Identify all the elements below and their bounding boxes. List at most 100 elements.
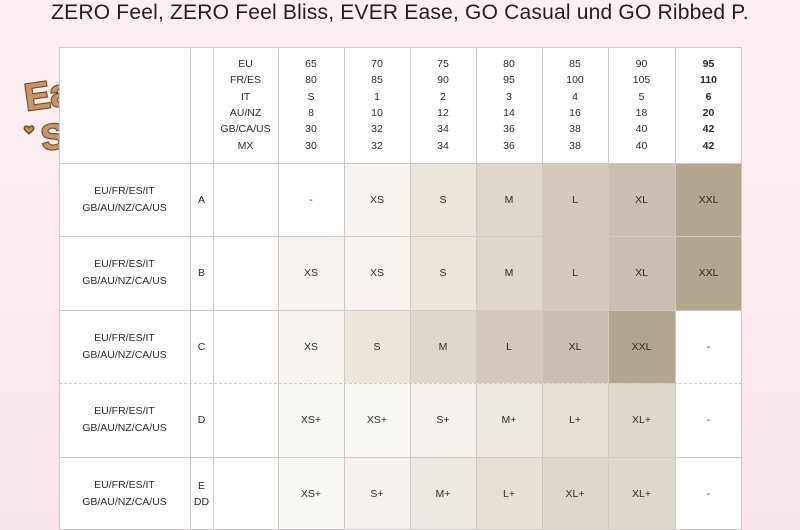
header-size-value: 12: [437, 107, 449, 119]
header-size-value: 6: [705, 90, 712, 103]
size-cell: L+: [476, 457, 542, 530]
header-size-column: 75 90 2 12 34 34: [410, 47, 476, 163]
size-cell: M+: [410, 457, 476, 530]
cup-label: E DD: [190, 457, 213, 530]
header-size-value: 34: [437, 139, 449, 152]
cup-label: C: [190, 310, 213, 383]
cup-line: E: [197, 479, 205, 492]
header-size-value: 32: [371, 139, 383, 152]
header-size-column: 85 100 4 16 38 38: [542, 47, 608, 163]
header-size-value: 38: [569, 123, 581, 136]
header-size-value: 85: [569, 58, 581, 71]
header-size-value: 16: [569, 107, 581, 119]
size-cell: XS: [278, 236, 344, 310]
system-line: EU/FR/ES/IT: [94, 258, 155, 270]
column-divider: [675, 47, 676, 530]
header-size-value: 38: [569, 139, 581, 152]
row-divider: [59, 310, 742, 311]
size-cell: XS: [278, 310, 344, 383]
size-cell: -: [675, 457, 742, 530]
header-size-value: 90: [437, 74, 449, 87]
header-size-value: 40: [635, 123, 648, 136]
size-cell: XL+: [608, 383, 675, 457]
row-divider: [59, 236, 742, 237]
header-size-value: 80: [305, 74, 317, 87]
size-table: - XS S M L XL XXL EU/FR/ES/IT GB/AU/NZ/CA/US A XS X…: [59, 47, 742, 530]
size-cell: XL+: [608, 457, 675, 530]
row-divider: [59, 47, 742, 48]
header-size-value: 95: [503, 74, 515, 87]
system-line: GB/AU/NZ/CA/US: [82, 201, 167, 214]
size-cell: M: [476, 163, 542, 236]
header-size-value: 18: [635, 107, 648, 119]
row-divider: [59, 457, 742, 458]
header-size-column: 65 80 S 8 30 30: [278, 47, 344, 163]
header-size-value: 85: [371, 74, 383, 87]
header-size-value: 8: [308, 107, 314, 119]
column-divider: [542, 47, 543, 530]
header-size-value: 36: [503, 139, 515, 152]
size-cell: M: [410, 310, 476, 383]
size-cell: XL: [542, 310, 608, 383]
size-cell: XXL: [675, 236, 742, 310]
system-line: EU/FR/ES/IT: [94, 478, 155, 491]
header-size-value: 5: [638, 90, 645, 103]
system-line: EU/FR/ES/IT: [94, 405, 155, 417]
size-cell: M+: [476, 383, 542, 457]
header-system-label: FR/ES: [230, 74, 261, 87]
size-cell: S: [410, 236, 476, 310]
column-divider: [213, 47, 214, 530]
cup-label: D: [190, 383, 213, 457]
header-size-value: 40: [635, 139, 648, 152]
header-system-label: IT: [240, 90, 251, 103]
size-cell: XS: [344, 163, 410, 236]
size-cell: XXL: [675, 163, 742, 236]
header-size-value: 4: [572, 90, 578, 103]
header-size-value: 1: [374, 90, 380, 103]
size-cell: S+: [410, 383, 476, 457]
cup-line: A: [197, 193, 205, 206]
header-size-value: 2: [440, 90, 446, 103]
header-system-label: GB/CA/US: [220, 123, 271, 136]
size-cell: M: [476, 236, 542, 310]
system-line: GB/AU/NZ/CA/US: [82, 422, 167, 434]
row-divider: [59, 383, 742, 384]
header-size-column: 70 85 1 10 32 32: [344, 47, 410, 163]
header-size-value: S: [307, 90, 315, 103]
header-size-value: 80: [503, 58, 515, 71]
size-cell: XL+: [542, 457, 608, 530]
header-size-value: 65: [305, 58, 317, 71]
system-line: GB/AU/NZ/CA/US: [82, 275, 167, 287]
header-size-value: 20: [702, 107, 715, 119]
column-divider: [410, 47, 411, 530]
system-line: EU/FR/ES/IT: [94, 331, 155, 344]
header-size-value: 42: [702, 123, 715, 136]
header-size-column: 90 105 5 18 40 40: [608, 47, 675, 163]
cup-label: B: [190, 236, 213, 310]
column-divider: [476, 47, 477, 530]
size-cell: L: [542, 236, 608, 310]
header-size-value: 42: [702, 139, 715, 152]
size-cell: XS+: [278, 383, 344, 457]
cup-line: DD: [193, 495, 210, 508]
header-systems: EU FR/ES IT AU/NZ GB/CA/US MX: [213, 47, 278, 163]
size-cell: S: [410, 163, 476, 236]
size-cell: S: [344, 310, 410, 383]
size-cell: XS+: [344, 383, 410, 457]
size-cell: L+: [542, 383, 608, 457]
header-size-value: 30: [305, 139, 317, 152]
system-line: GB/AU/NZ/CA/US: [82, 495, 167, 508]
header-system-label: MX: [237, 139, 254, 152]
size-system-label: EU/FR/ES/IT GB/AU/NZ/CA/US: [59, 236, 190, 310]
header-size-value: 36: [503, 123, 515, 136]
column-divider: [278, 47, 279, 530]
size-cell: L: [542, 163, 608, 236]
header-size-value: 95: [702, 58, 715, 71]
size-cell: -: [675, 383, 742, 457]
header-size-value: 10: [371, 107, 383, 119]
column-divider: [741, 47, 742, 530]
header-system-label: AU/NZ: [229, 107, 262, 119]
size-system-label: EU/FR/ES/IT GB/AU/NZ/CA/US: [59, 163, 190, 236]
header-size-column: 95 110 6 20 42 42: [675, 47, 742, 163]
header-size-value: 32: [371, 123, 383, 136]
